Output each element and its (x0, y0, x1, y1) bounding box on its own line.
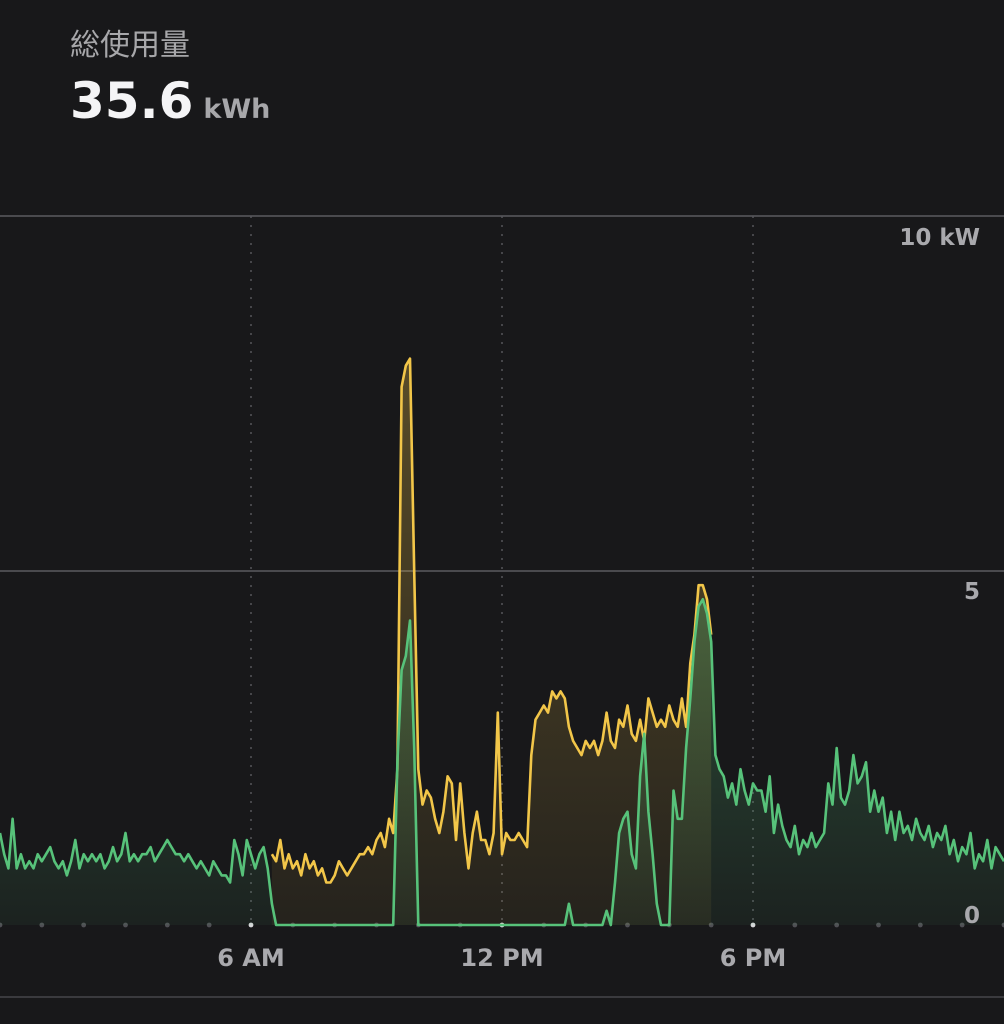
series-area (271, 358, 712, 926)
summary-unit: kWh (203, 94, 271, 125)
summary-value: 35.6 (70, 72, 194, 130)
usage-summary: 総使用量 35.6 kWh (70, 26, 270, 130)
series-line (0, 598, 1004, 927)
x-tick-label: 6 PM (720, 944, 787, 972)
x-tick-label: 12 PM (460, 944, 543, 972)
y-tick-label: 10 kW (899, 225, 980, 251)
y-tick-label: 0 (964, 903, 980, 929)
series-line (270, 357, 713, 884)
series-area (0, 599, 1004, 925)
summary-label: 総使用量 (70, 28, 190, 63)
x-tick-label: 6 AM (217, 944, 285, 972)
summary-value-row: 35.6 kWh (70, 72, 270, 130)
y-tick-label: 5 (964, 579, 980, 605)
